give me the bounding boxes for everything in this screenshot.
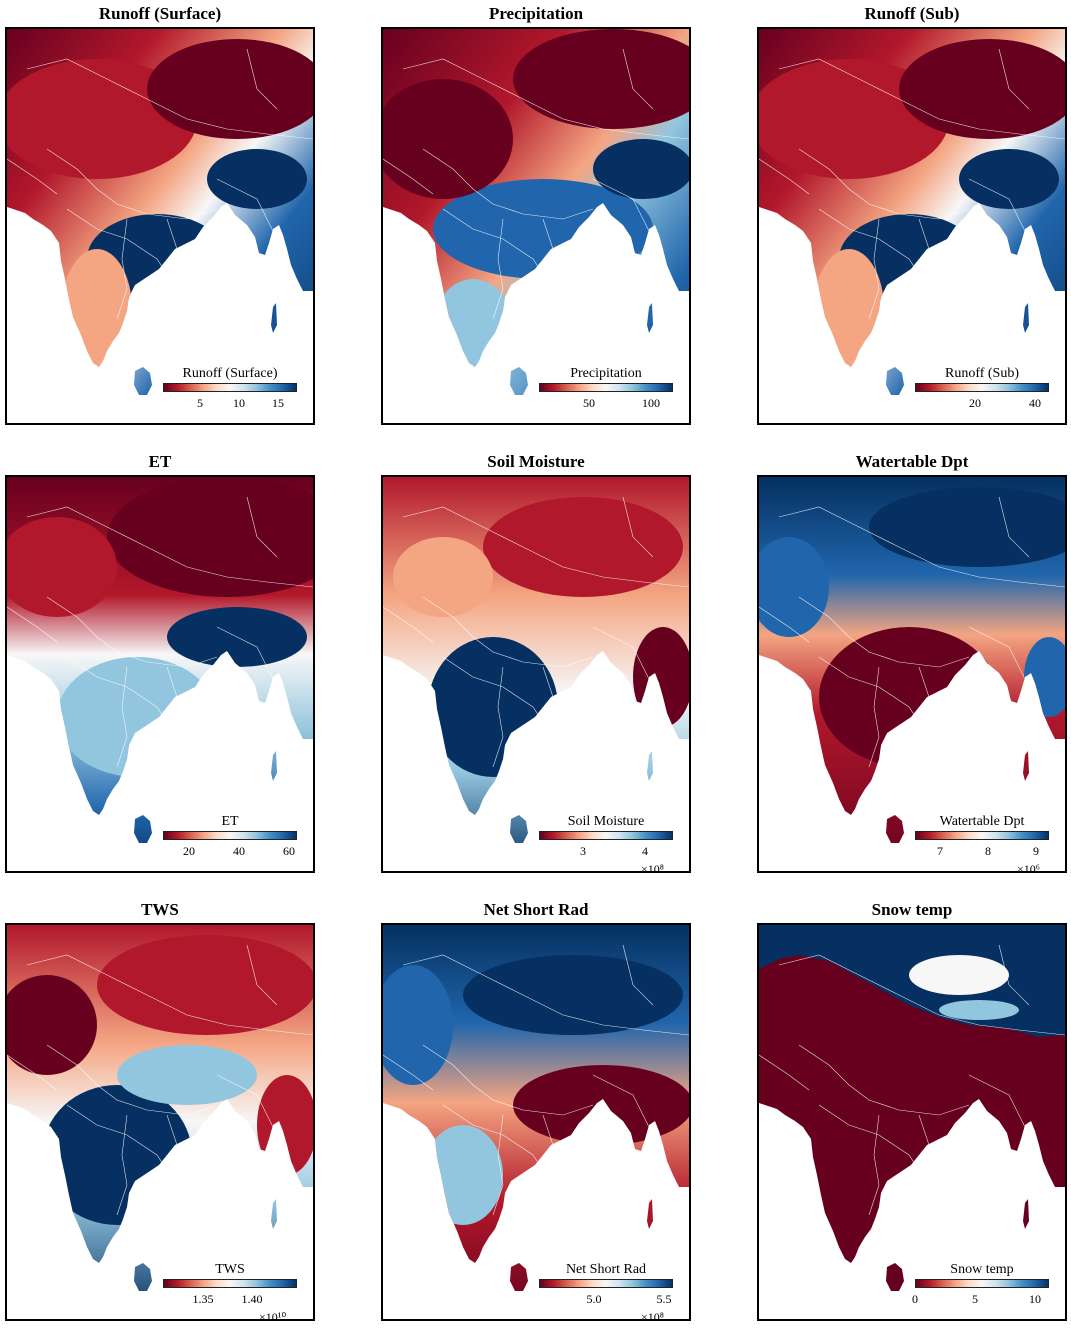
- colorbar-tick-label: 100: [642, 396, 660, 410]
- colorbar-gradient: [915, 1279, 1049, 1288]
- map-canvas: [383, 477, 689, 871]
- colorbar: Soil Moisture 3 4 ×10⁸: [539, 814, 681, 873]
- colorbar-tick-label: 1.35: [192, 1292, 214, 1306]
- colorbar: ET 20 40 60: [163, 814, 305, 871]
- colorbar-gradient: [915, 831, 1049, 840]
- colorbar-tick-label: 20: [183, 844, 195, 858]
- colorbar-label: ET: [221, 814, 239, 829]
- map-frame: Watertable Dpt 7 8 9 ×10⁶: [757, 475, 1067, 873]
- colorbar-label: Runoff (Surface): [182, 366, 278, 381]
- map-frame: Runoff (Sub) 20 40: [757, 27, 1067, 425]
- colorbar-tick-label: 5: [197, 396, 203, 410]
- colorbar-label: Watertable Dpt: [939, 814, 1025, 829]
- colorbar-gradient: [915, 383, 1049, 392]
- map-panel: Watertable Dpt Watertable Dpt 7 8 9: [757, 449, 1067, 889]
- panel-title: Runoff (Sub): [864, 4, 960, 23]
- colorbar-tick-label: 1.40: [241, 1292, 263, 1306]
- colorbar-gradient: [539, 383, 673, 392]
- colorbar-tick-label: 8: [985, 844, 991, 858]
- map-frame: Soil Moisture 3 4 ×10⁸: [381, 475, 691, 873]
- map-frame: Snow temp 0 5 10: [757, 923, 1067, 1321]
- colorbar: Precipitation 50 100: [539, 366, 681, 423]
- map-panel: Net Short Rad Net Short Rad 5.0 5.5: [381, 897, 691, 1337]
- map-canvas: [759, 29, 1065, 423]
- colorbar-tick-label: 50: [583, 396, 595, 410]
- map-panel: Soil Moisture Soil Moisture 3 4: [381, 449, 691, 889]
- colorbar-tick-label: 40: [233, 844, 245, 858]
- map-canvas: [383, 29, 689, 423]
- colorbar: Runoff (Surface) 5 10 15: [163, 366, 305, 423]
- colorbar-gradient: [539, 1279, 673, 1288]
- colorbar-tick-label: 40: [1029, 396, 1041, 410]
- map-panel: Runoff (Surface) Runoff (Surface) 5 10: [5, 1, 315, 441]
- map-canvas: [759, 925, 1065, 1319]
- panel-title: Snow temp: [871, 900, 953, 919]
- colorbar: Watertable Dpt 7 8 9 ×10⁶: [915, 814, 1057, 873]
- map-canvas: [7, 477, 313, 871]
- colorbar-tick-label: 5: [972, 1292, 978, 1306]
- map-frame: Precipitation 50 100: [381, 27, 691, 425]
- colorbar-gradient: [163, 831, 297, 840]
- colorbar-tick-label: 5.0: [586, 1292, 602, 1306]
- map-panel: Runoff (Sub) Runoff (Sub) 20 40: [757, 1, 1067, 441]
- panel-title: Runoff (Surface): [98, 4, 222, 23]
- colorbar-gradient: [163, 1279, 297, 1288]
- colorbar-exponent: ×10⁶: [1017, 862, 1040, 873]
- map-panel: ET ET 20 40 60: [5, 449, 315, 889]
- panel-title: Watertable Dpt: [855, 452, 969, 471]
- colorbar-exponent: ×10⁸: [641, 862, 664, 873]
- colorbar: Snow temp 0 5 10: [912, 1262, 1057, 1319]
- colorbar-tick-label: 7: [937, 844, 943, 858]
- colorbar-exponent: ×10¹⁰: [259, 1310, 287, 1321]
- colorbar-label: Runoff (Sub): [944, 366, 1020, 381]
- colorbar-label: Net Short Rad: [565, 1262, 647, 1277]
- colorbar-gradient: [539, 831, 673, 840]
- colorbar-tick-label: 4: [642, 844, 648, 858]
- colorbar-tick-label: 9: [1033, 844, 1039, 858]
- colorbar-tick-label: 15: [272, 396, 284, 410]
- colorbar: Runoff (Sub) 20 40: [915, 366, 1057, 423]
- panel-title: ET: [148, 452, 172, 471]
- map-canvas: [759, 477, 1065, 871]
- colorbar-label: Soil Moisture: [567, 814, 645, 829]
- panel-title: Net Short Rad: [483, 900, 589, 919]
- colorbar-exponent: ×10⁸: [641, 1310, 664, 1321]
- map-canvas: [7, 29, 313, 423]
- map-frame: TWS 1.35 1.40 ×10¹⁰: [5, 923, 315, 1321]
- colorbar-tick-label: 3: [580, 844, 586, 858]
- colorbar-tick-label: 10: [233, 396, 245, 410]
- map-frame: Net Short Rad 5.0 5.5 ×10⁸: [381, 923, 691, 1321]
- map-canvas: [383, 925, 689, 1319]
- map-panel: Snow temp Snow temp 0 5 10: [757, 897, 1067, 1337]
- map-canvas: [7, 925, 313, 1319]
- panel-title: TWS: [141, 900, 179, 919]
- colorbar-tick-label: 20: [969, 396, 981, 410]
- colorbar-tick-label: 60: [283, 844, 295, 858]
- panel-title: Precipitation: [488, 4, 584, 23]
- colorbar-tick-label: 0: [912, 1292, 918, 1306]
- panel-title: Soil Moisture: [487, 452, 585, 471]
- colorbar-tick-label: 10: [1029, 1292, 1041, 1306]
- map-frame: Runoff (Surface) 5 10 15: [5, 27, 315, 425]
- map-panel: TWS TWS 1.35 1.40 ×10¹⁰: [5, 897, 315, 1337]
- colorbar-gradient: [163, 383, 297, 392]
- colorbar: TWS 1.35 1.40 ×10¹⁰: [163, 1262, 305, 1321]
- colorbar: Net Short Rad 5.0 5.5 ×10⁸: [539, 1262, 681, 1321]
- map-panel: Precipitation Precipitation 50 100: [381, 1, 691, 441]
- map-frame: ET 20 40 60: [5, 475, 315, 873]
- colorbar-label: Snow temp: [950, 1262, 1014, 1277]
- colorbar-label: Precipitation: [570, 366, 642, 381]
- colorbar-label: TWS: [215, 1262, 245, 1277]
- colorbar-tick-label: 5.5: [656, 1292, 672, 1306]
